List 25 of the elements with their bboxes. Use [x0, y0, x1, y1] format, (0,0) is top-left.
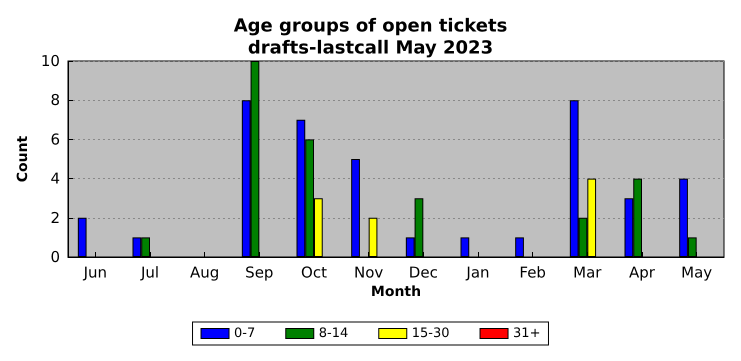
x-tick-label: Jan	[465, 264, 490, 282]
x-tick-label: Mar	[573, 264, 602, 282]
y-axis-title: Count	[15, 135, 31, 182]
x-tick-label: Nov	[354, 264, 384, 282]
x-tick-label: Feb	[519, 264, 546, 282]
x-tick-label: May	[681, 264, 712, 282]
y-tick-label: 8	[50, 91, 60, 110]
x-tick-label: Jul	[140, 264, 160, 282]
x-tick-label: Sep	[245, 264, 274, 282]
x-tick-label: Jun	[82, 264, 108, 282]
x-axis-title: Month	[370, 284, 422, 300]
legend-label: 31+	[513, 326, 540, 341]
legend-label: 15-30	[412, 326, 450, 341]
y-tick-label: 10	[40, 52, 60, 70]
chart-title: Age groups of open tickets drafts-lastcall May 2023	[234, 16, 508, 58]
y-tick-label: 0	[50, 248, 60, 266]
y-tick-label: 2	[50, 208, 60, 227]
legend-label: 8-14	[318, 326, 348, 341]
y-tick-label: 4	[50, 170, 60, 188]
x-tick-label: Aug	[190, 264, 220, 282]
legend-label: 0-7	[234, 326, 256, 341]
x-tick-label: Dec	[408, 264, 438, 282]
y-tick-label: 6	[50, 130, 60, 148]
x-tick-label: Oct	[301, 264, 328, 282]
x-tick-label: Apr	[629, 264, 656, 282]
